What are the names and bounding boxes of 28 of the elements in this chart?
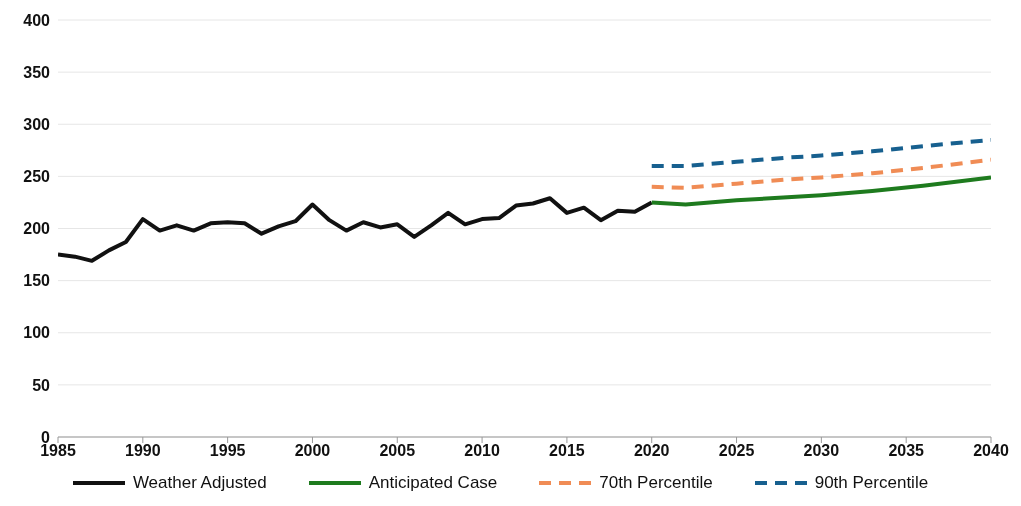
- y-tick-label: 100: [23, 324, 51, 342]
- x-tick-label: 2005: [379, 442, 416, 460]
- line-series: [649, 157, 991, 190]
- y-tick-label: 350: [23, 63, 51, 81]
- legend-label: 70th Percentile: [599, 473, 713, 493]
- y-tick-label: 200: [23, 220, 51, 238]
- x-tick-label: 1985: [40, 442, 76, 460]
- y-tick-label: 150: [23, 272, 51, 290]
- x-tick-label: 2020: [633, 442, 670, 460]
- x-tick-label: 1995: [209, 442, 246, 460]
- legend-label: Anticipated Case: [368, 473, 498, 493]
- legend-label: Weather Adjusted: [132, 473, 267, 493]
- y-tick-label: 300: [23, 115, 51, 133]
- x-tick-label: 2015: [549, 442, 585, 460]
- line-series: [649, 175, 991, 207]
- x-tick-label: 2035: [888, 442, 925, 460]
- line-series: [649, 137, 991, 168]
- x-tick-label: 1990: [125, 442, 161, 460]
- x-tick-label: 2025: [718, 442, 755, 460]
- line-series: [58, 196, 654, 263]
- y-tick-label: 250: [23, 168, 51, 186]
- y-tick-label: 400: [23, 11, 51, 29]
- x-tick-label: 2000: [294, 442, 331, 460]
- x-tick-label: 2030: [803, 442, 840, 460]
- y-tick-label: 50: [32, 376, 51, 394]
- x-tick-label: 2040: [973, 442, 1009, 460]
- x-tick-label: 2010: [464, 442, 500, 460]
- legend-label: 90th Percentile: [814, 473, 929, 493]
